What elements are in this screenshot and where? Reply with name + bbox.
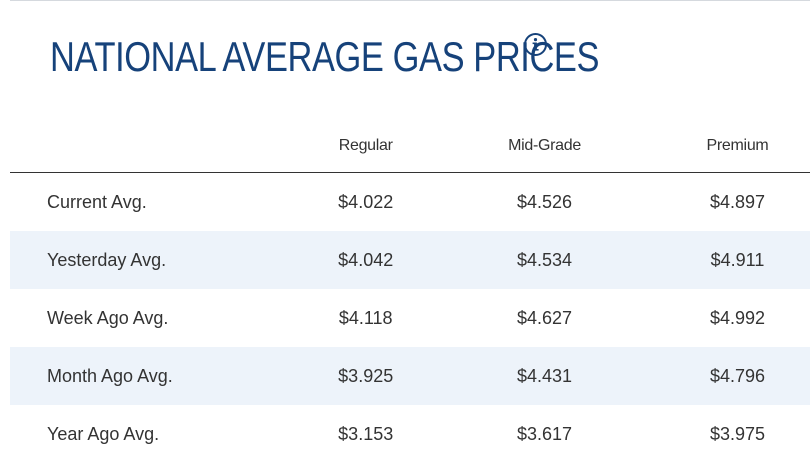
row-label: Year Ago Avg. <box>47 423 160 444</box>
top-divider <box>10 0 810 1</box>
row-label: Week Ago Avg. <box>47 307 169 328</box>
midgrade-price: $4.627 <box>517 307 573 328</box>
info-circle-icon <box>524 33 547 56</box>
row-label: Current Avg. <box>47 191 147 212</box>
gas-prices-table: Regular Mid-Grade Premium Current Avg. $… <box>10 120 810 463</box>
table-row: Year Ago Avg. $3.153 $3.617 $3.975 <box>10 405 810 463</box>
premium-price: $3.975 <box>709 423 766 444</box>
header-regular: Regular <box>307 120 425 173</box>
regular-price: $4.042 <box>307 231 425 289</box>
table-row: Yesterday Avg. $4.042 $4.534 $4.911 <box>10 231 810 289</box>
header-midgrade: Mid-Grade <box>424 120 665 173</box>
premium-price: $4.911 <box>665 231 810 289</box>
midgrade-price: $4.534 <box>424 231 665 289</box>
header-premium: Premium <box>665 120 810 173</box>
info-icon[interactable] <box>523 32 548 57</box>
page-title: NATIONAL AVERAGE GAS PRICES <box>50 33 600 80</box>
premium-price: $4.992 <box>709 307 766 328</box>
regular-price: $3.925 <box>307 347 425 405</box>
midgrade-price: $4.526 <box>517 191 573 212</box>
row-label: Yesterday Avg. <box>10 231 308 289</box>
premium-price: $4.897 <box>709 191 766 212</box>
row-label: Month Ago Avg. <box>10 347 308 405</box>
table-header-row: Regular Mid-Grade Premium <box>10 120 810 173</box>
regular-price: $4.118 <box>338 307 393 328</box>
regular-price: $3.153 <box>338 423 394 444</box>
title-row: NATIONAL AVERAGE GAS PRICES <box>50 28 720 86</box>
header-blank <box>10 120 308 173</box>
midgrade-price: $4.431 <box>424 347 665 405</box>
premium-price: $4.796 <box>665 347 810 405</box>
regular-price: $4.022 <box>338 191 394 212</box>
midgrade-price: $3.617 <box>517 423 573 444</box>
table-row: Week Ago Avg. $4.118 $4.627 $4.992 <box>10 289 810 347</box>
table-row: Month Ago Avg. $3.925 $4.431 $4.796 <box>10 347 810 405</box>
table-row: Current Avg. $4.022 $4.526 $4.897 <box>10 173 810 232</box>
